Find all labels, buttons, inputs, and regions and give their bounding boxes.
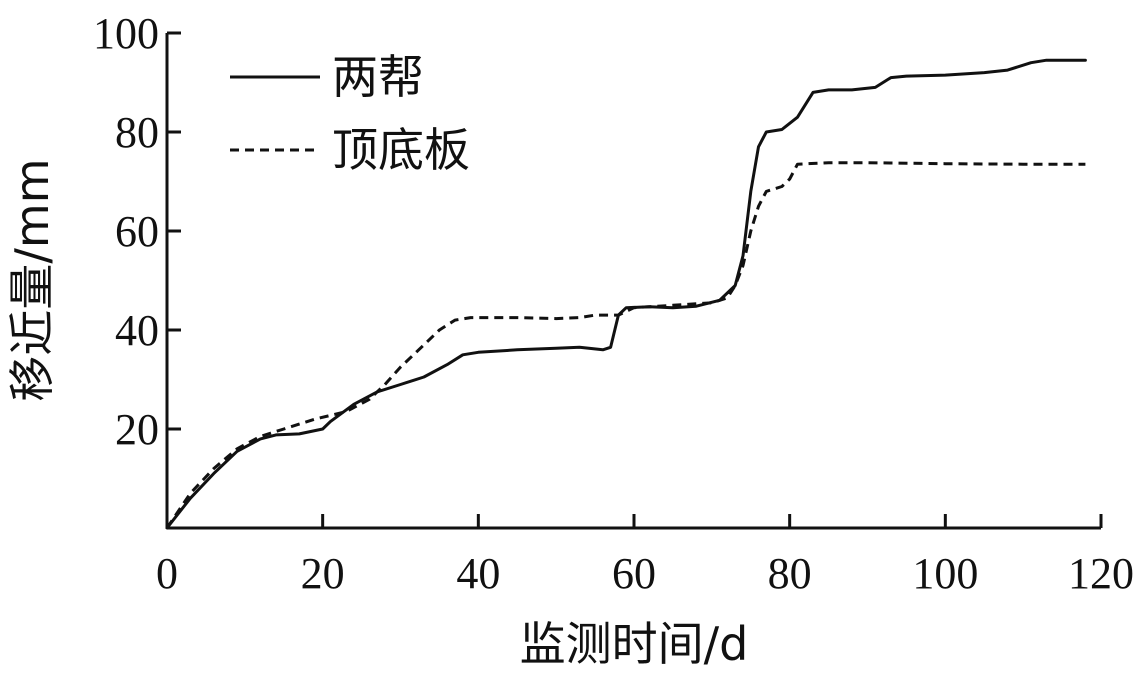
legend-label-2: 顶底板: [332, 123, 470, 177]
legend-label-1: 两帮: [332, 50, 424, 104]
x-tick-label: 120: [1068, 549, 1134, 598]
y-tick-label: 60: [115, 207, 159, 256]
axes: 0 20 40 60 80 100 120 20 40 60 80 100: [93, 9, 1134, 598]
series-line-1: [165, 58, 1087, 530]
x-tick-label: 60: [612, 549, 656, 598]
y-tick-label: 100: [93, 9, 159, 58]
y-tick-label: 20: [115, 405, 159, 454]
x-tick-label: 80: [768, 549, 812, 598]
x-tick-label: 0: [156, 549, 178, 598]
series-layer: [165, 58, 1087, 530]
y-tick-label: 40: [115, 306, 159, 355]
x-axis-title: 监测时间/d: [520, 617, 749, 671]
x-tick-label: 20: [301, 549, 345, 598]
x-tick-label: 40: [456, 549, 500, 598]
x-tick-label: 100: [912, 549, 978, 598]
series-line-2: [165, 161, 1086, 529]
y-tick-label: 80: [115, 108, 159, 157]
y-axis-title: 移近量/mm: [5, 158, 59, 401]
